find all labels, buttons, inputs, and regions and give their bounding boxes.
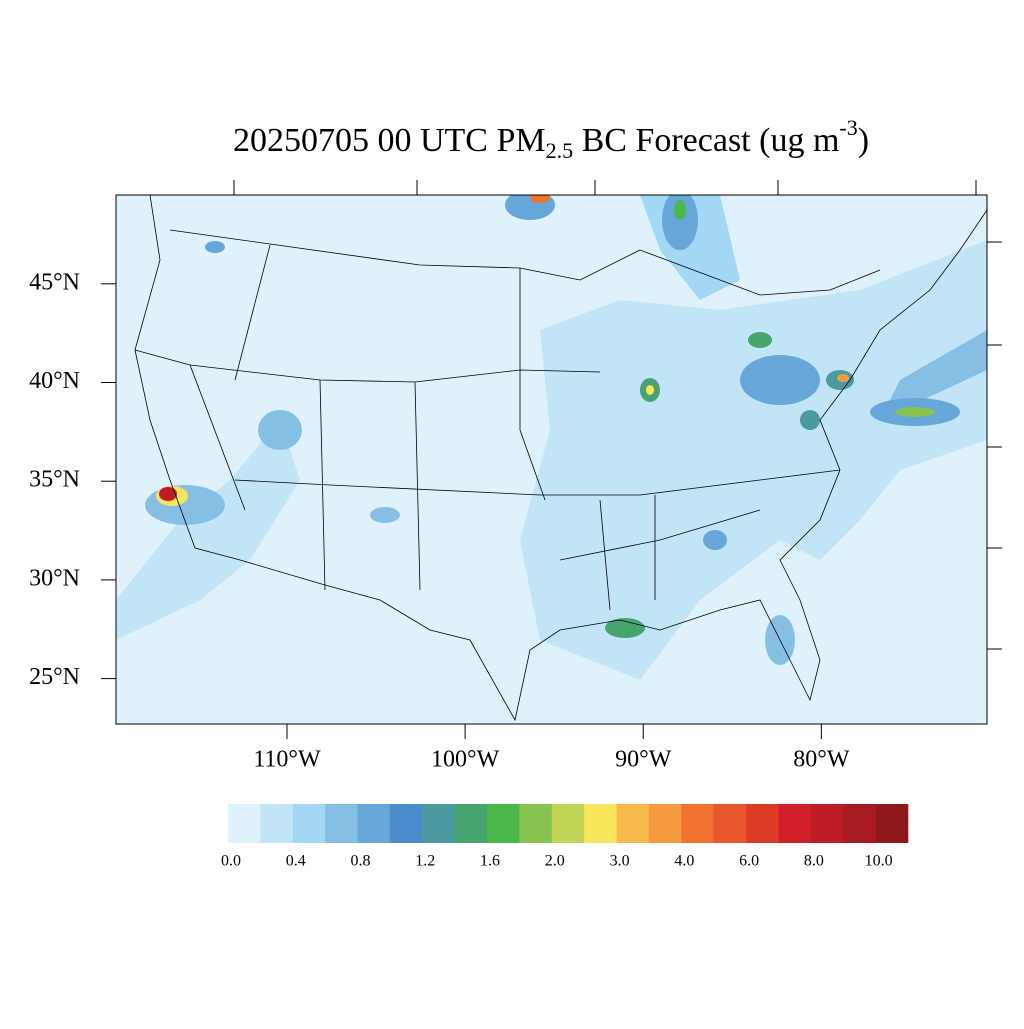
colorbar-label: 8.0 [804,853,824,870]
colorbar-label: 3.0 [610,853,630,870]
colorbar-box [681,804,715,843]
colorbar-box [648,804,682,843]
colorbar-box [519,804,553,843]
title-subscript: 2.5 [546,138,574,163]
lon-label: 90°W [615,747,672,773]
colorbar-label: 0.0 [221,853,241,870]
colorbar-box [292,804,326,843]
colorbar-box [584,804,617,843]
colorbar-box [778,804,812,843]
lon-label: 110°W [253,747,321,773]
lat-label: 30°N [29,565,80,591]
colorbar-box [260,804,294,843]
colorbar-box [389,804,423,843]
colorbar-box [487,804,520,843]
colorbar-label: 0.8 [351,853,371,870]
colorbar-box [875,804,909,843]
lat-label: 25°N [29,664,80,690]
colorbar-label: 4.0 [674,853,694,870]
colorbar-box [746,804,779,843]
lat-label: 45°N [29,269,80,295]
lat-label: 40°N [29,368,80,394]
colorbar-box [325,804,358,843]
title-end: ) [858,122,869,159]
colorbar-box [843,804,876,843]
colorbar-label: 10.0 [865,853,893,870]
lat-label: 35°N [29,467,80,493]
colorbar-box [810,804,844,843]
colorbar-label: 0.4 [286,853,306,870]
colorbar-label: 1.6 [480,853,500,870]
colorbar-box [454,804,488,843]
boundaries [134,195,987,722]
lon-label: 100°W [431,747,500,773]
title: 20250705 00 UTC PM2.5 BC Forecast (ug m-… [233,115,869,163]
colorbar-box [357,804,391,843]
concentration-field [116,195,987,680]
colorbar-label: 1.2 [415,853,435,870]
lon-label: 80°W [793,747,850,773]
frame-ticks [233,180,1002,650]
colorbar-label: 6.0 [739,853,759,870]
colorbar-box [228,804,261,843]
colorbar-box [551,804,585,843]
colorbar-box [713,804,747,843]
title-main: 20250705 00 UTC PM [233,122,546,159]
map-frame [115,194,988,725]
title-mid: BC Forecast (ug m [573,122,839,159]
colorbar-label: 2.0 [545,853,565,870]
colorbar-box [422,804,455,843]
colorbar-box [616,804,650,843]
title-superscript: -3 [839,115,857,140]
